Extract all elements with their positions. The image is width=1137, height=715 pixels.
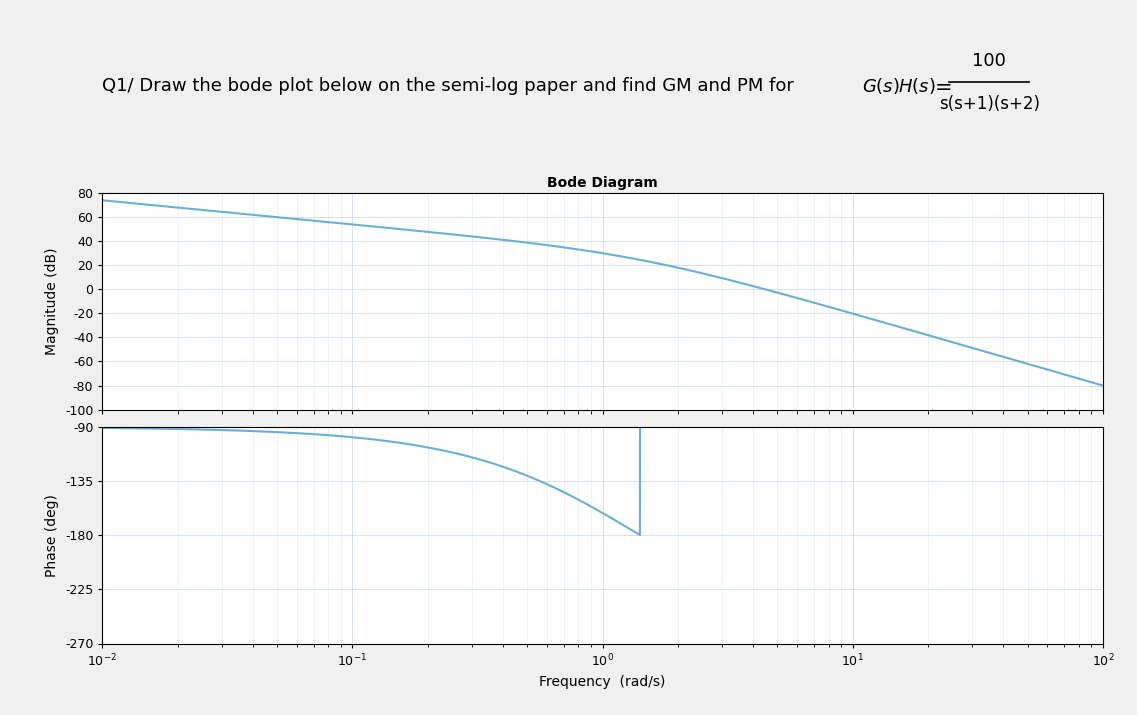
Y-axis label: Phase (deg): Phase (deg) — [45, 494, 59, 577]
Text: s(s+1)(s+2): s(s+1)(s+2) — [939, 94, 1039, 113]
Text: $G(s)H(s)$: $G(s)H(s)$ — [862, 76, 936, 96]
Text: Q1/ Draw the bode plot below on the semi-log paper and find GM and PM for: Q1/ Draw the bode plot below on the semi… — [102, 77, 800, 95]
Text: 100: 100 — [972, 51, 1006, 70]
X-axis label: Frequency  (rad/s): Frequency (rad/s) — [539, 675, 666, 689]
Y-axis label: Magnitude (dB): Magnitude (dB) — [45, 247, 59, 355]
Title: Bode Diagram: Bode Diagram — [547, 177, 658, 190]
Text: $=$: $=$ — [930, 76, 952, 96]
